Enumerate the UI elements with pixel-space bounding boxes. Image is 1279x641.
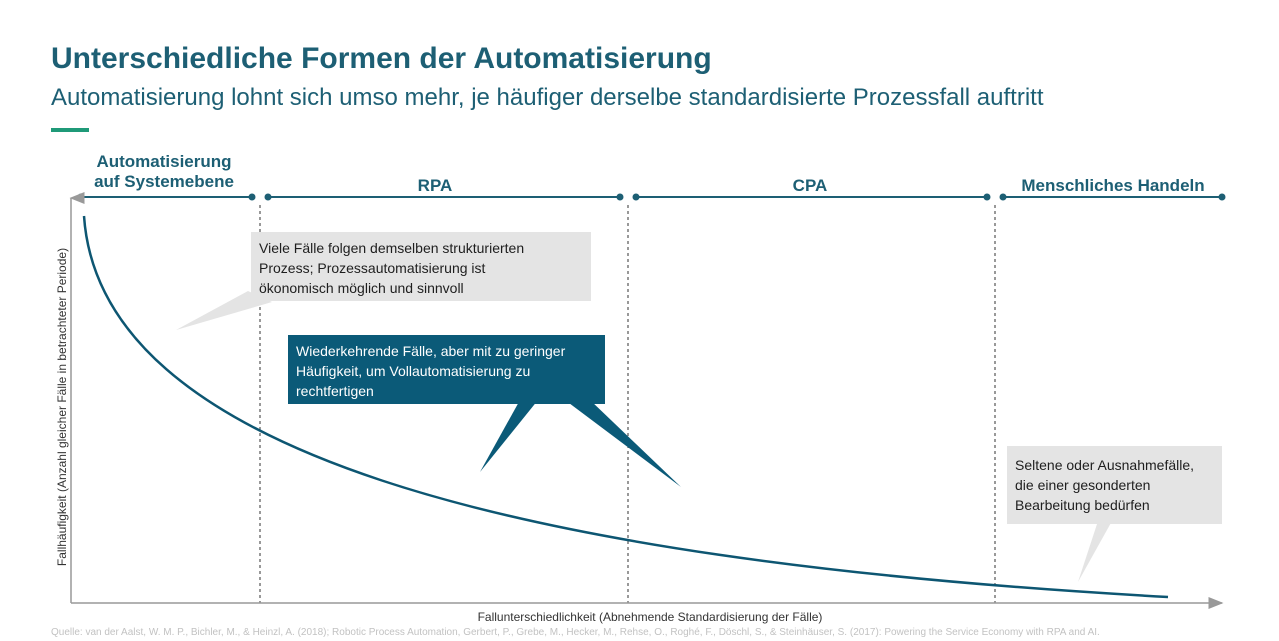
callout-line: rechtfertigen — [296, 383, 374, 399]
callout-line: ökonomisch möglich und sinnvoll — [259, 280, 464, 296]
phase-label-system-line2: auf Systemebene — [94, 172, 234, 191]
phase-label-rpa: RPA — [417, 176, 453, 195]
phase-dot — [983, 193, 991, 201]
phase-dot — [77, 193, 85, 201]
callout-pointer-recurring-right — [565, 400, 681, 487]
callout-pointer-rare — [1078, 521, 1112, 582]
callout-line: Viele Fälle folgen demselben strukturier… — [259, 240, 525, 256]
callout-many-cases: Viele Fälle folgen demselben strukturier… — [251, 232, 591, 301]
callout-pointer-recurring-left — [480, 400, 538, 472]
phase-label-cpa: CPA — [792, 176, 828, 195]
phase-label-system: Automatisierung auf Systemebene — [68, 152, 260, 192]
callout-rare-cases: Seltene oder Ausnahmefälle, die einer ge… — [1007, 446, 1222, 524]
page-subtitle: Automatisierung lohnt sich umso mehr, je… — [51, 84, 1044, 111]
phase-dot — [1218, 193, 1226, 201]
callout-line: Prozess; Prozessautomatisierung ist — [259, 260, 486, 276]
callout-recurring-cases: Wiederkehrende Fälle, aber mit zu gering… — [288, 335, 605, 404]
callout-pointer-many-cases — [176, 291, 272, 330]
phase-label-system-line1: Automatisierung — [96, 152, 232, 171]
phase-dot — [999, 193, 1007, 201]
phase-dot — [248, 193, 256, 201]
callout-line: Wiederkehrende Fälle, aber mit zu gering… — [296, 343, 566, 359]
frequency-curve — [82, 215, 1169, 599]
callout-line: Seltene oder Ausnahmefälle, — [1015, 457, 1195, 473]
phase-label-human: Menschliches Handeln — [1021, 176, 1205, 195]
callout-line: Häufigkeit, um Vollautomatisierung zu — [296, 363, 531, 379]
y-axis-label: Fallhäufigkeit (Anzahl gleicher Fälle in… — [55, 247, 69, 567]
page-title: Unterschiedliche Formen der Automatisier… — [51, 42, 712, 75]
phase-dot — [632, 193, 640, 201]
callout-line: Bearbeitung bedürfen — [1015, 497, 1150, 513]
source-citation: Quelle: van der Aalst, W. M. P., Bichler… — [51, 627, 1100, 638]
phase-dot — [616, 193, 624, 201]
title-accent-bar — [51, 128, 89, 132]
x-axis-label: Fallunterschiedlichkeit (Abnehmende Stan… — [477, 610, 823, 624]
callout-line: die einer gesonderten — [1015, 477, 1151, 493]
phase-dot — [264, 193, 272, 201]
